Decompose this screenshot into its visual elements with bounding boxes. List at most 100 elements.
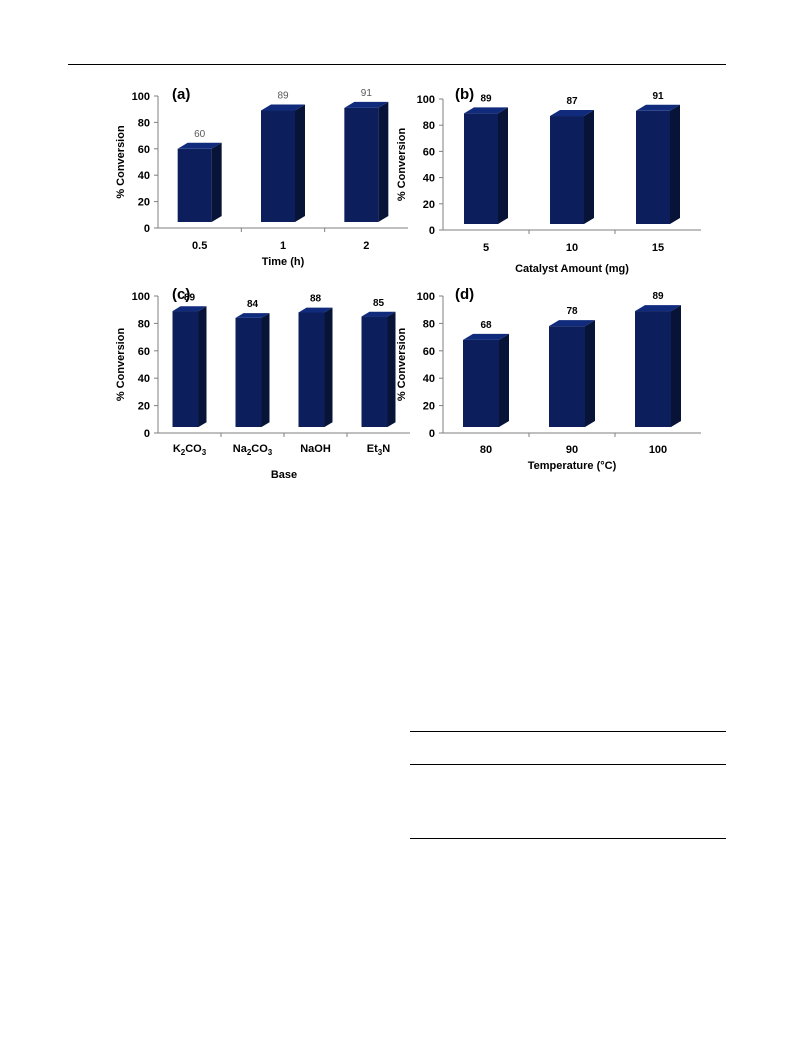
y-tick-label: 0	[429, 225, 435, 237]
axes	[442, 99, 701, 231]
axes	[442, 296, 701, 434]
bar-front	[549, 326, 585, 427]
bar-top	[298, 307, 333, 313]
y-tick-label: 20	[138, 197, 150, 209]
table-rule-bottom	[410, 838, 726, 839]
data-label: 91	[652, 91, 664, 102]
y-tick-label: 40	[423, 373, 435, 385]
bar	[235, 313, 270, 427]
x-tick-label: Na2​CO3​	[233, 443, 273, 457]
x-tick-label: 10	[566, 242, 578, 254]
bar-front	[177, 148, 212, 222]
bar-side	[585, 320, 595, 427]
x-tick-label: 80	[480, 444, 492, 456]
x-tick-label: 5	[483, 242, 489, 254]
bar	[635, 305, 681, 427]
y-axis-title: % Conversion	[396, 128, 408, 202]
y-tick-label: 100	[132, 291, 150, 303]
y-tick-label: 60	[138, 346, 150, 358]
data-label: 89	[277, 91, 289, 102]
bar-top	[464, 107, 508, 114]
panel-label: (d)	[455, 286, 474, 303]
y-tick-label: 80	[423, 318, 435, 330]
bar-side	[498, 107, 508, 224]
y-axis-title: % Conversion	[115, 125, 127, 199]
y-tick-label: 100	[417, 291, 435, 303]
bar	[261, 104, 305, 222]
bar	[550, 110, 594, 224]
y-tick-label: 20	[423, 401, 435, 413]
y-tick-label: 60	[423, 346, 435, 358]
bar-top	[361, 311, 396, 317]
bar-front	[344, 107, 379, 222]
bar-side	[211, 142, 222, 222]
x-axis-title: Temperature (°C)	[528, 460, 617, 472]
x-tick-label: 1	[280, 240, 286, 252]
x-axis-title: Base	[271, 469, 297, 481]
x-axis-title: Catalyst Amount (mg)	[515, 263, 629, 275]
x-tick-label: 100	[649, 444, 667, 456]
y-tick-label: 40	[138, 373, 150, 385]
bar-top	[549, 320, 595, 327]
bar	[177, 142, 222, 222]
data-label: 60	[194, 129, 206, 140]
bar-front	[550, 116, 584, 224]
table-rule-top	[410, 731, 726, 732]
bar-side	[499, 333, 509, 427]
bar-top	[172, 306, 207, 312]
data-label: 91	[361, 88, 373, 99]
chart-panel-b: 0 20 40 60 80 100 89 5 87 10 91 15 % Conversion Catal…	[396, 86, 701, 275]
y-axis-title: % Conversion	[396, 328, 408, 402]
bar-side	[670, 104, 680, 224]
data-label: 84	[247, 299, 259, 310]
bar-front	[636, 110, 670, 224]
page-header-rule	[68, 64, 726, 65]
x-tick-label: 2	[363, 240, 369, 252]
bar-front	[235, 317, 262, 427]
chart-panel-a: 0 20 40 60 80 100 60 0.5 89 1 91 2 % Conversion Time …	[115, 86, 408, 268]
y-tick-label: 60	[423, 146, 435, 158]
x-axis-title: Time (h)	[262, 256, 305, 268]
x-tick-label: Et3​N	[367, 443, 390, 457]
y-tick-label: 80	[138, 117, 150, 129]
bar-top	[636, 104, 680, 111]
y-tick-label: 20	[138, 401, 150, 413]
panel-label: (b)	[455, 86, 474, 103]
data-label: 78	[566, 306, 578, 317]
data-label: 89	[480, 93, 492, 104]
bar-top	[463, 333, 509, 340]
bar	[549, 320, 595, 427]
x-tick-label: NaOH	[300, 443, 331, 455]
bar-top	[550, 110, 594, 117]
bar-front	[635, 311, 671, 427]
chart-panel-d: 0 20 40 60 80 100 68 80 78 90 89 100 % Conversion Tem…	[396, 286, 701, 472]
bar-front	[172, 311, 199, 427]
y-tick-label: 0	[429, 428, 435, 440]
bar-front	[361, 316, 388, 427]
x-tick-label: 90	[566, 444, 578, 456]
bar-side	[261, 313, 270, 427]
chart-panel-c: 0 20 40 60 80 100 89 K2​CO3​ 84 Na2​CO3​ 88 NaOH 85 E…	[115, 286, 410, 481]
data-label: 88	[310, 294, 322, 305]
y-tick-label: 0	[144, 223, 150, 235]
bar-front	[464, 113, 498, 224]
bar-top	[235, 313, 270, 318]
data-label: 87	[566, 96, 578, 107]
y-tick-label: 40	[138, 170, 150, 182]
table-rule-middle	[410, 764, 726, 765]
bar-top	[177, 142, 222, 149]
bar	[463, 333, 509, 427]
data-label: 68	[480, 320, 492, 331]
y-tick-label: 40	[423, 173, 435, 185]
bar-top	[261, 104, 305, 111]
data-label: 89	[652, 291, 664, 302]
axes	[157, 96, 408, 229]
bar-top	[635, 305, 681, 312]
panel-label: (a)	[172, 86, 190, 103]
y-tick-label: 60	[138, 144, 150, 156]
bar-front	[261, 110, 295, 222]
bar-side	[295, 104, 305, 222]
bar	[636, 104, 680, 224]
bar-side	[671, 305, 681, 427]
x-tick-label: 0.5	[192, 240, 207, 252]
